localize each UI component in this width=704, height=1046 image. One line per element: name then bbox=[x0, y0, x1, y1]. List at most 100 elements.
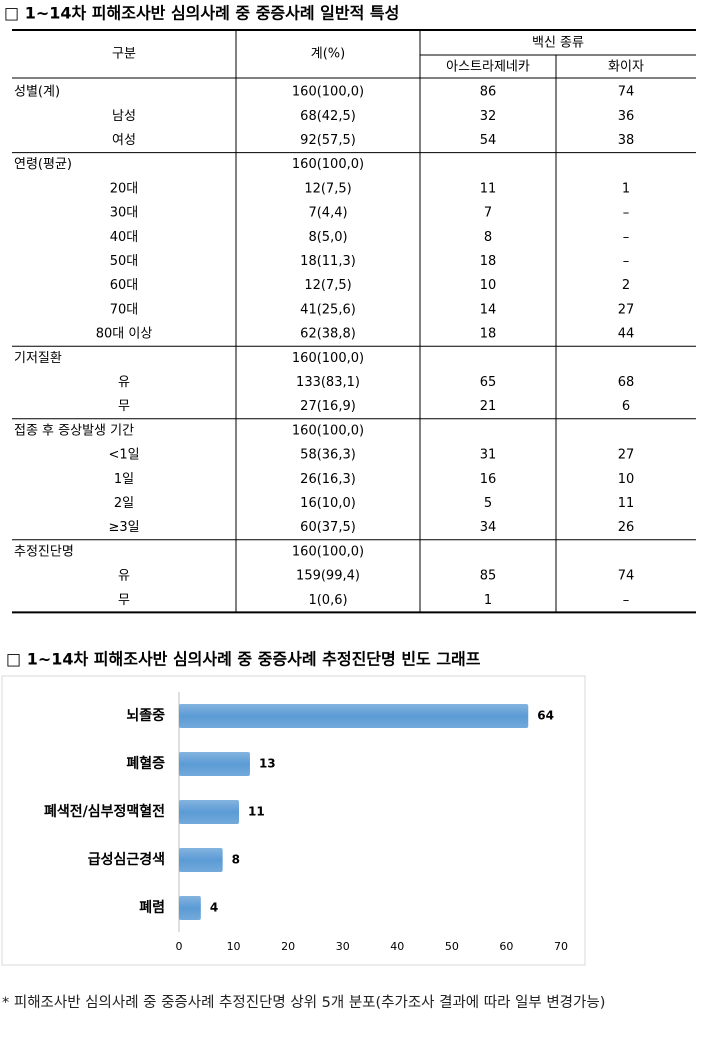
row-label: 2일 bbox=[114, 496, 134, 511]
table-cell: 10 bbox=[480, 278, 497, 293]
table-cell: 92(57,5) bbox=[300, 133, 356, 148]
row-label: 유 bbox=[118, 569, 130, 584]
table-cell: 7 bbox=[484, 206, 492, 221]
footnote: * 피해조사반 심의사례 중 중증사례 추정진단명 상위 5개 분포(추가조사 … bbox=[2, 995, 606, 1011]
table-cell: 38 bbox=[618, 133, 635, 148]
table-cell: 62(38,8) bbox=[300, 327, 356, 342]
table-cell: 11 bbox=[480, 181, 497, 196]
table-cell: 68(42,5) bbox=[300, 109, 356, 124]
x-tick-label: 50 bbox=[445, 940, 459, 953]
x-tick-label: 30 bbox=[336, 940, 350, 953]
row-label: 남성 bbox=[112, 109, 136, 124]
table-cell: 133(83,1) bbox=[296, 375, 360, 390]
table-cell: – bbox=[623, 230, 630, 245]
table-cell: 74 bbox=[618, 85, 635, 100]
table-cell: 54 bbox=[480, 133, 497, 148]
data-label: 8 bbox=[232, 853, 240, 867]
table-cell: 16(10,0) bbox=[300, 496, 356, 511]
table-cell: 160(100,0) bbox=[292, 157, 364, 172]
table-cell: 7(4,4) bbox=[308, 206, 347, 221]
table-cell: 85 bbox=[480, 569, 497, 584]
category-label: 폐색전/심부정맥혈전 bbox=[44, 803, 165, 820]
data-label: 11 bbox=[248, 805, 265, 819]
row-label: ≥3일 bbox=[108, 520, 139, 535]
x-tick-label: 70 bbox=[554, 940, 568, 953]
row-label: 70대 bbox=[110, 302, 139, 317]
table-cell: 160(100,0) bbox=[292, 544, 364, 559]
x-tick-label: 0 bbox=[176, 940, 183, 953]
table-cell: 58(36,3) bbox=[300, 448, 356, 463]
table-cell: 1 bbox=[484, 593, 492, 608]
header-cell: 백신 종류 bbox=[532, 36, 584, 51]
table-cell: 31 bbox=[480, 448, 497, 463]
table-cell: 16 bbox=[480, 472, 497, 487]
table-cell: 160(100,0) bbox=[292, 423, 364, 438]
row-label: 여성 bbox=[112, 133, 136, 148]
table-cell: 1 bbox=[622, 181, 630, 196]
header-cell: 구분 bbox=[112, 47, 136, 62]
table-cell: 44 bbox=[618, 327, 635, 342]
bar bbox=[179, 800, 240, 824]
bar bbox=[179, 752, 250, 776]
bar bbox=[179, 896, 201, 920]
table-cell: 65 bbox=[480, 375, 497, 390]
row-label: 30대 bbox=[110, 206, 139, 221]
row-label: 기저질환 bbox=[14, 351, 62, 366]
table-cell: 1(0,6) bbox=[308, 593, 347, 608]
table-cell: 34 bbox=[480, 520, 497, 535]
row-label: 20대 bbox=[110, 181, 139, 196]
x-tick-label: 10 bbox=[227, 940, 241, 953]
row-label: 성별(계) bbox=[14, 85, 60, 100]
table-cell: 36 bbox=[618, 109, 635, 124]
table-cell: 12(7,5) bbox=[304, 278, 351, 293]
header-cell: 아스트라제네카 bbox=[446, 60, 530, 75]
table-cell: 27 bbox=[618, 448, 635, 463]
table-cell: 18 bbox=[480, 254, 497, 269]
row-label: 1일 bbox=[114, 472, 134, 487]
table-cell: 14 bbox=[480, 302, 497, 317]
category-label: 급성심근경색 bbox=[88, 851, 165, 868]
table-cell: 11 bbox=[618, 496, 635, 511]
row-label: 연령(평균) bbox=[14, 157, 72, 172]
data-label: 13 bbox=[259, 757, 276, 771]
table-cell: 18 bbox=[480, 327, 497, 342]
table-cell: 8 bbox=[484, 230, 492, 245]
table-cell: – bbox=[623, 206, 630, 221]
row-label: 추정진단명 bbox=[14, 544, 74, 559]
table-cell: 12(7,5) bbox=[304, 181, 351, 196]
data-label: 64 bbox=[537, 709, 554, 723]
document: □ 1~14차 피해조사반 심의사례 중 중증사례 일반적 특성 □ 1~14차… bbox=[1, 4, 696, 966]
bar bbox=[179, 848, 223, 872]
table-cell: – bbox=[623, 254, 630, 269]
row-label: <1일 bbox=[108, 448, 139, 463]
data-label: 4 bbox=[210, 901, 218, 915]
table-cell: 10 bbox=[618, 472, 635, 487]
row-label: 접종 후 증상발생 기간 bbox=[14, 423, 134, 438]
table-cell: 86 bbox=[480, 85, 497, 100]
table-cell: 160(100,0) bbox=[292, 351, 364, 366]
table-cell: 2 bbox=[622, 278, 630, 293]
category-label: 뇌졸중 bbox=[126, 708, 165, 724]
table-cell: 5 bbox=[484, 496, 492, 511]
table-cell: 68 bbox=[618, 375, 635, 390]
table-cell: 160(100,0) bbox=[292, 85, 364, 100]
table-cell: 8(5,0) bbox=[308, 230, 347, 245]
table-cell: 32 bbox=[480, 109, 497, 124]
table-cell: 27(16,9) bbox=[300, 399, 356, 414]
row-label: 무 bbox=[118, 399, 130, 414]
row-label: 60대 bbox=[110, 278, 139, 293]
table-cell: 26 bbox=[618, 520, 635, 535]
bar bbox=[179, 704, 529, 728]
header-cell: 계(%) bbox=[311, 47, 345, 62]
x-tick-label: 60 bbox=[499, 940, 513, 953]
table-cell: 159(99,4) bbox=[296, 569, 360, 584]
row-label: 유 bbox=[118, 375, 130, 390]
section-title: □ 1~14차 피해조사반 심의사례 중 중증사례 일반적 특성 bbox=[4, 4, 399, 23]
table-cell: 21 bbox=[480, 399, 497, 414]
x-tick-label: 20 bbox=[281, 940, 295, 953]
table-cell: 27 bbox=[618, 302, 635, 317]
row-label: 무 bbox=[118, 593, 130, 608]
table-cell: 74 bbox=[618, 569, 635, 584]
table-cell: 41(25,6) bbox=[300, 302, 356, 317]
